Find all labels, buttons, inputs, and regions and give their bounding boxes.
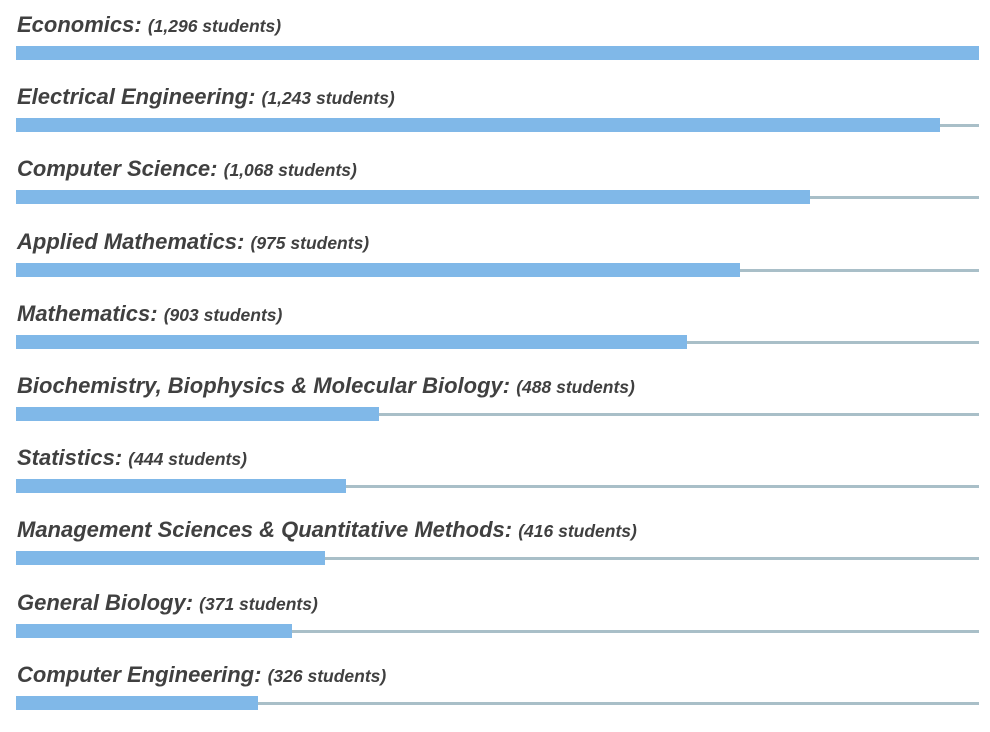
bar-row-mathematics: Mathematics: (903 students)	[16, 299, 979, 371]
bar-fill	[16, 479, 346, 494]
student-count: (326 students)	[267, 665, 387, 686]
major-bar-chart: Economics: (1,296 students) Electrical E…	[16, 10, 979, 732]
bar-label: Computer Engineering: (326 students)	[17, 662, 386, 689]
bar-track	[16, 485, 979, 489]
bar-label: General Biology: (371 students)	[17, 590, 318, 617]
student-count: (371 students)	[199, 593, 318, 614]
bar-fill	[16, 695, 259, 710]
student-count: (975 students)	[250, 232, 370, 253]
bar-fill	[16, 334, 687, 349]
major-name: Biochemistry, Biophysics & Molecular Bio…	[17, 372, 511, 398]
student-count: (1,243 students)	[261, 88, 395, 109]
major-name: Computer Science:	[17, 156, 218, 182]
major-name: Management Sciences & Quantitative Metho…	[17, 517, 513, 543]
bar-label: Statistics: (444 students)	[17, 445, 247, 472]
bar-row-management-sciences: Management Sciences & Quantitative Metho…	[16, 515, 979, 587]
student-count: (488 students)	[516, 376, 635, 397]
bar-row-electrical-engineering: Electrical Engineering: (1,243 students)	[16, 82, 979, 154]
bar-label: Computer Science: (1,068 students)	[17, 156, 357, 183]
bar-fill	[16, 190, 810, 205]
major-name: Economics:	[17, 12, 142, 37]
major-name: Computer Engineering:	[17, 661, 262, 687]
major-name: General Biology:	[17, 589, 194, 615]
bar-label: Applied Mathematics: (975 students)	[17, 229, 369, 256]
bar-fill	[16, 118, 940, 133]
bar-row-statistics: Statistics: (444 students)	[16, 443, 979, 515]
major-name: Mathematics:	[17, 300, 158, 326]
bar-fill	[16, 406, 379, 421]
bar-label: Economics: (1,296 students)	[17, 12, 281, 39]
bar-row-applied-mathematics: Applied Mathematics: (975 students)	[16, 227, 979, 299]
student-count: (903 students)	[163, 304, 283, 325]
bar-label: Management Sciences & Quantitative Metho…	[17, 517, 637, 544]
bar-track	[16, 557, 979, 561]
bar-label: Mathematics: (903 students)	[17, 301, 282, 328]
bar-label: Biochemistry, Biophysics & Molecular Bio…	[17, 373, 635, 400]
bar-row-computer-engineering: Computer Engineering: (326 students)	[16, 660, 979, 732]
bar-row-general-biology: General Biology: (371 students)	[16, 588, 979, 660]
bar-track	[16, 629, 979, 633]
bar-row-computer-science: Computer Science: (1,068 students)	[16, 154, 979, 226]
bar-track	[16, 701, 979, 705]
student-count: (416 students)	[518, 521, 637, 542]
bar-fill	[16, 623, 292, 638]
bar-track	[16, 412, 979, 416]
student-count: (1,068 students)	[223, 160, 357, 181]
major-name: Applied Mathematics:	[17, 228, 245, 254]
bar-row-biochemistry: Biochemistry, Biophysics & Molecular Bio…	[16, 371, 979, 443]
student-count: (1,296 students)	[147, 16, 282, 36]
bar-fill	[16, 262, 741, 277]
major-name: Statistics:	[17, 445, 123, 471]
bar-row-economics: Economics: (1,296 students)	[16, 10, 979, 82]
bar-fill	[16, 46, 979, 60]
bar-label: Electrical Engineering: (1,243 students)	[17, 84, 395, 111]
student-count: (444 students)	[128, 449, 247, 470]
bar-fill	[16, 551, 326, 566]
major-name: Electrical Engineering:	[17, 84, 256, 110]
